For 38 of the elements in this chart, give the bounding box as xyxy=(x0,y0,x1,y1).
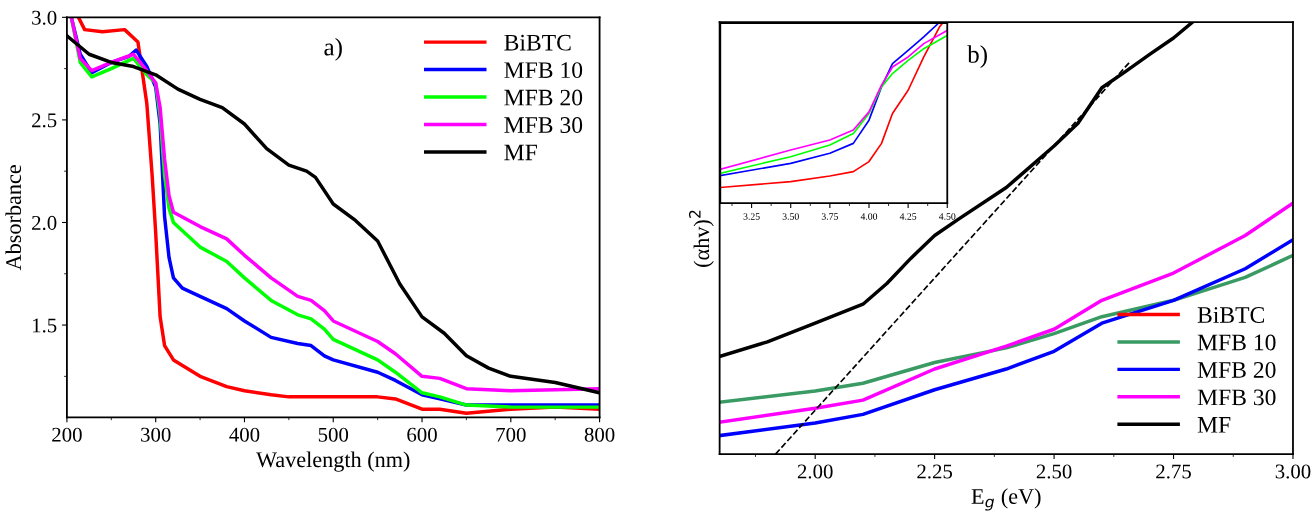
x-tick-label: 3.00 xyxy=(1275,464,1311,479)
x-tick-label: 800 xyxy=(584,427,615,442)
text: a) xyxy=(324,37,342,61)
legend-label: MFB 20 xyxy=(1197,361,1276,378)
y-tick-label: 2.5 xyxy=(32,113,57,128)
legend-label: MFB 10 xyxy=(504,62,583,79)
x-tick-label: 500 xyxy=(318,427,349,442)
legend-label: MF xyxy=(1197,417,1231,433)
x-tick-label: 4.25 xyxy=(899,213,917,220)
y-tick-label: 1.5 xyxy=(32,318,57,333)
x-tick-label: 3.50 xyxy=(782,213,799,220)
text: b) xyxy=(967,45,987,68)
x-tick-label: 2.25 xyxy=(917,464,953,479)
x-tick-label: 2.00 xyxy=(797,464,833,479)
legend-label: MFB 10 xyxy=(1197,334,1276,351)
legend-label: BiBTC xyxy=(504,34,571,51)
x-axis-title: Wavelength (nm) xyxy=(256,451,410,472)
y-tick-label: 3.0 xyxy=(32,10,57,25)
legend-label: MF xyxy=(504,144,537,161)
x-tick-label: 3.25 xyxy=(743,213,760,220)
legend-label: BiBTC xyxy=(1197,307,1264,323)
x-tick-label: 2.75 xyxy=(1156,464,1191,479)
x-tick-label: 4.50 xyxy=(938,213,956,220)
x-tick-label: 300 xyxy=(141,427,171,442)
x-tick-label: 400 xyxy=(229,427,260,442)
x-axis-title: E$_{g}$ (eV) xyxy=(971,488,1041,511)
legend-label: MFB 30 xyxy=(504,117,583,133)
legend-label: MFB 20 xyxy=(504,89,583,106)
x-tick-label: 3.75 xyxy=(821,213,838,220)
y-tick-label: 2.0 xyxy=(32,215,57,230)
x-tick-label: 600 xyxy=(407,427,437,442)
y-axis-title: (αhv)$^{2}$ xyxy=(688,210,714,267)
x-tick-label: 200 xyxy=(52,427,82,442)
x-tick-label: 2.50 xyxy=(1036,464,1072,479)
y-axis-title: Absorbance xyxy=(5,165,22,271)
legend-label: MFB 30 xyxy=(1197,389,1276,406)
x-tick-label: 700 xyxy=(496,427,526,442)
x-tick-label: 4.00 xyxy=(860,213,878,220)
